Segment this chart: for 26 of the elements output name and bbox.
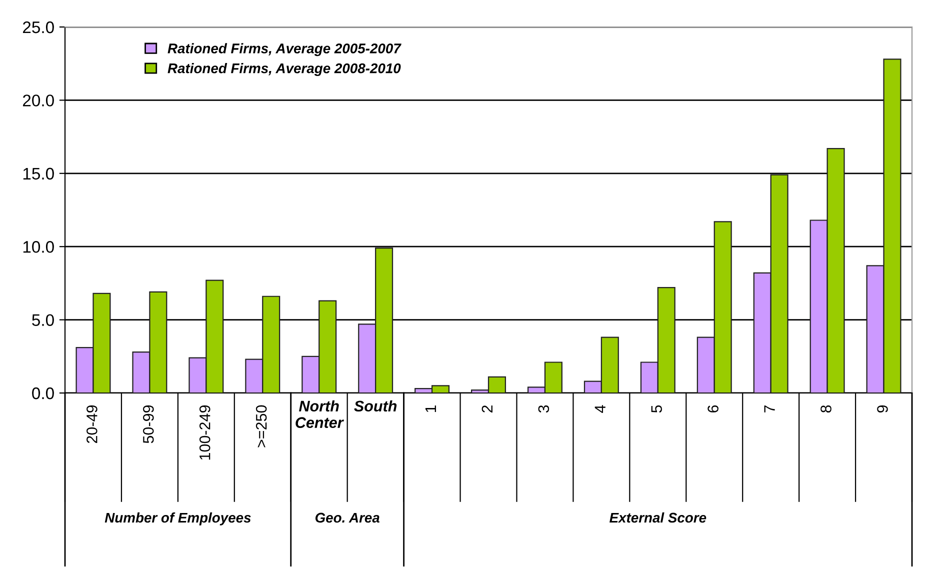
x-tick-label: 9 (877, 405, 888, 412)
x-tick-label: 20-49 (86, 405, 98, 444)
x-tick-label: 100-249 (199, 405, 210, 460)
x-tick-label: 8 (820, 405, 832, 413)
text: External Score (610, 512, 706, 523)
x-tick-label: 4 (594, 405, 606, 413)
x-tick-label: 5 (651, 405, 662, 413)
x-tick-label: 2 (482, 405, 492, 412)
x-tick-label: >=250 (256, 405, 267, 448)
y-tick-label: 15.0 (23, 168, 54, 180)
x-tick-label: 6 (708, 405, 718, 412)
y-tick-label: 20.0 (22, 94, 54, 106)
x-tick-label: 1 (425, 405, 436, 412)
y-tick-label: 0.0 (32, 387, 54, 400)
text: Number of Employees (104, 512, 251, 526)
x-tick-label: 7 (764, 405, 775, 412)
text: Geo. Area (315, 512, 380, 523)
y-tick-label: 10.0 (23, 241, 54, 253)
x-tick-label: South (354, 400, 397, 412)
x-tick-label: 50-99 (142, 405, 154, 444)
x-tick-label: North Center (296, 400, 344, 428)
y-tick-label: 25.0 (22, 21, 54, 34)
y-tick-label: 5.0 (32, 314, 54, 326)
x-tick-label: 3 (538, 405, 550, 413)
legend-label: Rationed Firms, Average 2008-2010 (168, 63, 401, 76)
legend-label: Rationed Firms, Average 2005-2007 (168, 43, 402, 56)
